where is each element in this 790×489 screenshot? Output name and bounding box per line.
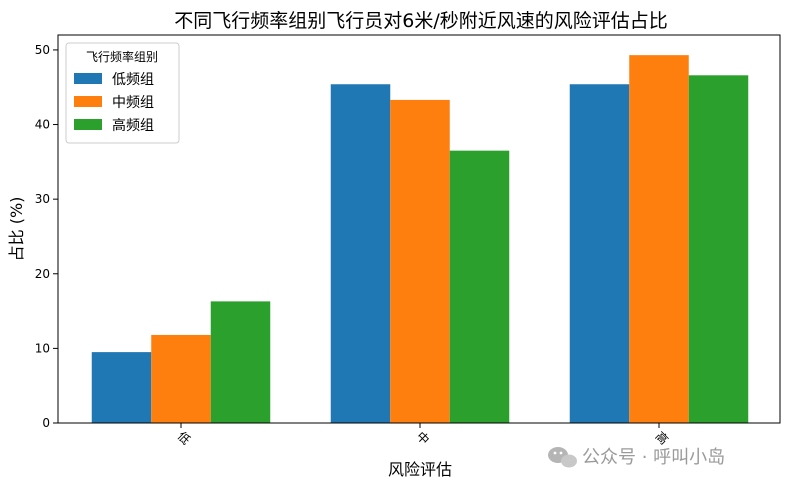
bar-1-3 [569, 84, 630, 423]
y-tick-label: 50 [35, 43, 50, 57]
legend-swatch [74, 96, 102, 107]
wechat-icon [548, 447, 577, 468]
chart-title: 不同飞行频率组别飞行员对6米/秒附近风速的风险评估占比 [174, 10, 668, 32]
bar-2-1 [151, 334, 211, 423]
y-tick-label: 20 [35, 267, 50, 281]
bar-3-1 [210, 301, 271, 423]
bar-3-2 [449, 150, 510, 423]
y-axis-label: 占比 (%) [7, 197, 26, 262]
legend-title: 飞行频率组别 [86, 49, 158, 64]
y-tick-label: 0 [42, 416, 50, 430]
legend-swatch [74, 73, 102, 84]
x-axis-label: 风险评估 [388, 460, 452, 479]
y-tick-label: 40 [35, 118, 50, 132]
bar-3-3 [688, 75, 749, 424]
bar-1-1 [91, 352, 152, 423]
x-tick-label: 中 [414, 428, 433, 447]
legend-swatch [74, 119, 102, 130]
bar-2-3 [629, 55, 689, 424]
y-axis-ticks: 0 10 20 30 40 50 [35, 43, 58, 430]
legend-frame [65, 42, 180, 144]
y-tick-label: 10 [35, 341, 50, 355]
bars-group [91, 55, 749, 424]
legend-label: 低频组 [112, 72, 154, 88]
legend-label: 高频组 [112, 117, 154, 134]
watermark-text: 公众号 · 呼叫小岛 [582, 447, 725, 468]
plot-frame [57, 34, 781, 424]
x-tick-label: 低 [175, 429, 193, 447]
x-axis-ticks: 低中高 [175, 423, 672, 447]
x-tick-label: 高 [653, 428, 672, 447]
legend-label: 中频组 [112, 95, 154, 111]
watermark: 公众号 · 呼叫小岛 [548, 447, 725, 468]
y-tick-label: 30 [35, 192, 50, 206]
bar-1-2 [330, 84, 391, 423]
bar-2-2 [390, 99, 450, 424]
